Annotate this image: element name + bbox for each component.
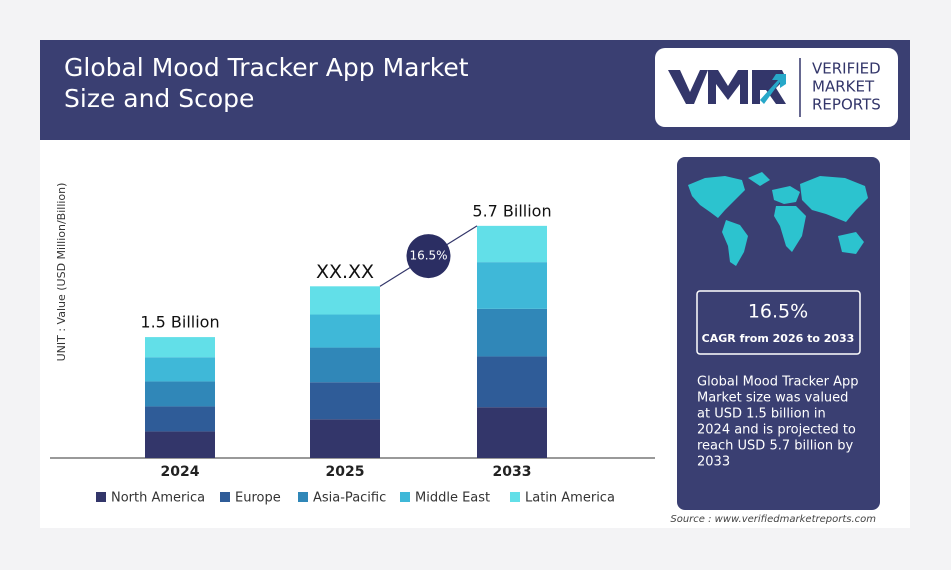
- source: Source : www.verifiedmarketreports.com: [670, 514, 876, 525]
- total-label: 1.5 Billion: [140, 313, 219, 332]
- logo-text: MARKET: [812, 78, 875, 96]
- legend-swatch: [298, 492, 308, 502]
- legend-swatch: [510, 492, 520, 502]
- bar-segment: [145, 381, 215, 407]
- cagr-bubble: [406, 234, 451, 279]
- logo-text: VERIFIED: [812, 60, 881, 78]
- description-line: Global Mood Tracker App: [697, 375, 859, 390]
- world-map: [688, 172, 868, 266]
- cagr-box: [696, 290, 861, 355]
- bar-segment: [310, 419, 380, 458]
- description-line: 2024 and is projected to: [697, 423, 856, 438]
- logo-mark: [668, 70, 786, 104]
- legend-swatch: [96, 492, 106, 502]
- bar-segment: [477, 356, 547, 408]
- cagr-value: 16.5%: [748, 301, 808, 323]
- bar-segment: [310, 347, 380, 383]
- cagr-text: CAGR from 2026 to 2033: [702, 332, 855, 345]
- bar-segment: [310, 382, 380, 420]
- legend-label: Middle East: [415, 491, 490, 506]
- description-line: at USD 1.5 billion in: [697, 407, 826, 422]
- legend-label: Europe: [235, 491, 281, 506]
- cagr-bubble-label: 16.5%: [409, 249, 447, 263]
- legend-label: Asia-Pacific: [313, 491, 386, 506]
- bar-segment: [145, 337, 215, 358]
- legend-label: Latin America: [525, 491, 615, 506]
- bar-segment: [145, 406, 215, 432]
- total-label: 5.7 Billion: [472, 201, 551, 220]
- description-line: Market size was valued: [697, 391, 848, 406]
- x-tick-label: 2024: [161, 464, 200, 480]
- description-line: 2033: [697, 455, 730, 470]
- legend-swatch: [400, 492, 410, 502]
- legend-swatch: [220, 492, 230, 502]
- total-label: XX.XX: [316, 261, 374, 283]
- bar-segment: [310, 286, 380, 315]
- bar-segment: [145, 357, 215, 382]
- x-tick-label: 2033: [493, 464, 532, 480]
- bar-segment: [310, 314, 380, 348]
- x-tick-label: 2025: [326, 464, 365, 480]
- bar-segment: [477, 308, 547, 357]
- bar-segment: [477, 225, 547, 263]
- description-line: reach USD 5.7 billion by: [697, 439, 854, 454]
- bar-segment: [477, 262, 547, 309]
- bar-segment: [477, 407, 547, 458]
- title-line: Global Mood Tracker App Market: [64, 53, 469, 82]
- logo-text: REPORTS: [812, 96, 881, 114]
- title-line: Size and Scope: [64, 84, 254, 113]
- y-axis-label: UNIT : Value (USD Million/Billion): [55, 183, 68, 362]
- bar-segment: [145, 431, 215, 458]
- legend-label: North America: [111, 491, 205, 506]
